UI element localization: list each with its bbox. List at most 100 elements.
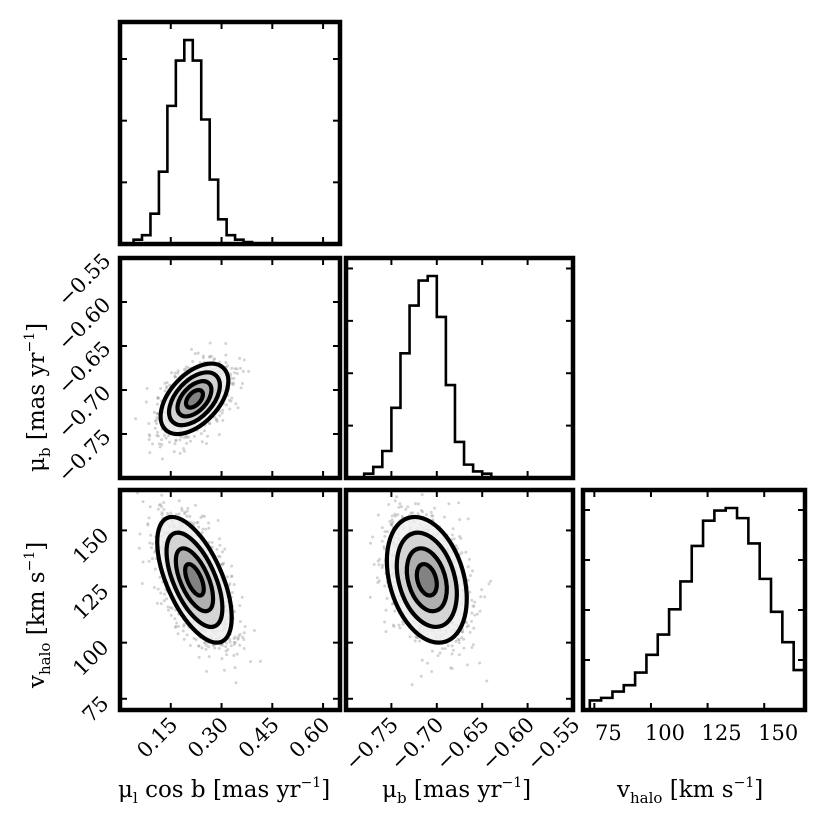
ytick-label-vhalo: 100 xyxy=(68,635,113,680)
x-axis-label-vhalo: vhalo [km s−1] xyxy=(616,775,763,807)
scatter-mu-l-mu-b-point xyxy=(178,451,182,455)
scatter-mu-l-mu-b-point xyxy=(247,369,251,373)
scatter-mu-b-vhalo-point xyxy=(456,638,460,642)
scatter-mu-l-vhalo-point xyxy=(210,545,214,549)
scatter-mu-b-vhalo-point xyxy=(419,674,423,678)
scatter-mu-l-mu-b xyxy=(117,255,343,481)
panel-0-frame xyxy=(117,19,343,247)
scatter-mu-l-vhalo-point xyxy=(185,514,189,518)
scatter-mu-l-vhalo-point xyxy=(141,500,145,504)
scatter-mu-l-vhalo-point xyxy=(146,522,150,526)
scatter-mu-l-vhalo-point xyxy=(207,521,211,525)
scatter-mu-l-mu-b-point xyxy=(208,421,212,425)
scatter-mu-l-vhalo-contour xyxy=(164,530,225,630)
scatter-mu-b-vhalo-point xyxy=(410,683,414,687)
scatter-mu-l-vhalo-point xyxy=(160,511,164,515)
scatter-mu-b-vhalo-point xyxy=(473,613,477,617)
scatter-mu-l-mu-b-point xyxy=(156,396,160,400)
hist-mu-l xyxy=(117,19,343,247)
scatter-mu-l-vhalo-point xyxy=(204,527,208,531)
scatter-mu-b-vhalo-point xyxy=(380,566,384,570)
hist-mu-b xyxy=(343,255,576,481)
scatter-mu-l-mu-b-point xyxy=(156,412,160,416)
scatter-mu-b-vhalo-point xyxy=(371,535,375,539)
scatter-mu-l-mu-b-point xyxy=(213,357,217,361)
scatter-mu-l-vhalo-point xyxy=(215,547,219,551)
scatter-mu-l-vhalo-point xyxy=(196,520,200,524)
scatter-mu-l-vhalo-point xyxy=(162,501,166,505)
scatter-mu-l-vhalo-point xyxy=(224,641,228,645)
scatter-mu-l-mu-b-point xyxy=(200,440,204,444)
scatter-mu-b-vhalo-point xyxy=(471,569,475,573)
scatter-mu-l-mu-b-contour xyxy=(175,379,214,419)
scatter-mu-l-mu-b-point xyxy=(176,369,180,373)
scatter-mu-b-vhalo-point xyxy=(397,623,401,627)
scatter-mu-l-vhalo-point xyxy=(237,634,241,638)
scatter-mu-l-mu-b-point xyxy=(242,358,246,362)
scatter-mu-l-mu-b-point xyxy=(172,450,176,454)
scatter-mu-b-vhalo-area xyxy=(368,480,493,687)
scatter-mu-l-vhalo-point xyxy=(156,507,160,511)
scatter-mu-b-vhalo-point xyxy=(380,526,384,530)
scatter-mu-l-mu-b-point xyxy=(187,435,191,439)
ytick-label-vhalo: 125 xyxy=(68,579,113,624)
scatter-mu-l-vhalo-point xyxy=(182,624,186,628)
scatter-mu-b-vhalo-point xyxy=(377,579,381,583)
scatter-mu-b-vhalo-point xyxy=(391,623,395,627)
scatter-mu-b-vhalo-point xyxy=(471,643,475,647)
scatter-mu-b-vhalo-point xyxy=(398,626,402,630)
scatter-mu-l-mu-b-point xyxy=(206,434,210,438)
xtick-label-vhalo: 100 xyxy=(645,721,685,745)
scatter-mu-l-mu-b-point xyxy=(234,402,238,406)
scatter-mu-l-mu-b-point xyxy=(176,371,180,375)
scatter-mu-l-vhalo-point xyxy=(216,518,220,522)
scatter-mu-b-vhalo-point xyxy=(451,648,455,652)
hist-vhalo-bin xyxy=(635,673,646,710)
scatter-mu-b-vhalo-point xyxy=(368,541,372,545)
scatter-mu-b-vhalo-point xyxy=(429,510,433,514)
scatter-mu-b-vhalo-point xyxy=(404,507,408,511)
scatter-mu-b-vhalo-point xyxy=(420,508,424,512)
scatter-mu-l-mu-b-point xyxy=(221,418,225,422)
scatter-mu-l-mu-b-point xyxy=(165,385,169,389)
panel-1-frame xyxy=(117,255,343,481)
scatter-mu-b-vhalo-point xyxy=(457,641,461,645)
scatter-mu-b-vhalo-point xyxy=(478,661,482,665)
scatter-mu-b-vhalo-point xyxy=(383,584,387,588)
scatter-mu-l-mu-b-point xyxy=(225,364,229,368)
scatter-mu-l-mu-b-point xyxy=(155,433,159,437)
scatter-mu-l-vhalo-point xyxy=(236,637,240,641)
hist-mu-b-bin xyxy=(428,276,437,478)
scatter-mu-b-vhalo-point xyxy=(382,545,386,549)
scatter-mu-l-vhalo-point xyxy=(232,640,236,644)
scatter-mu-l-vhalo-point xyxy=(225,653,229,657)
hist-vhalo-bin xyxy=(726,508,737,710)
scatter-mu-l-mu-b-point xyxy=(163,381,167,385)
scatter-mu-l-vhalo-point xyxy=(217,646,221,650)
scatter-mu-l-vhalo-point xyxy=(148,541,152,545)
scatter-mu-l-vhalo xyxy=(117,487,343,713)
scatter-mu-b-vhalo-point xyxy=(462,646,466,650)
scatter-mu-b-vhalo-point xyxy=(466,565,470,569)
scatter-mu-l-mu-b-point xyxy=(218,414,222,418)
scatter-mu-b-vhalo-point xyxy=(375,576,379,580)
scatter-mu-l-mu-b-point xyxy=(173,371,177,375)
scatter-mu-b-vhalo-point xyxy=(470,646,474,650)
scatter-mu-l-mu-b-point xyxy=(152,410,156,414)
scatter-mu-b-vhalo-point xyxy=(400,515,404,519)
scatter-mu-l-mu-b-point xyxy=(182,367,186,371)
panel-3-frame xyxy=(117,487,343,713)
scatter-mu-l-vhalo-point xyxy=(193,503,197,507)
scatter-mu-b-vhalo-point xyxy=(390,514,394,518)
scatter-mu-b-vhalo-point xyxy=(430,669,434,673)
scatter-mu-l-vhalo-point xyxy=(182,637,186,641)
scatter-mu-l-mu-b-point xyxy=(224,403,228,407)
scatter-mu-b-vhalo-point xyxy=(450,652,454,656)
scatter-mu-b-vhalo-point xyxy=(483,595,487,599)
scatter-mu-l-vhalo-point xyxy=(141,560,145,564)
scatter-mu-l-vhalo-point xyxy=(175,621,179,625)
scatter-mu-b-vhalo-point xyxy=(388,480,391,483)
scatter-mu-l-vhalo-point xyxy=(158,575,162,579)
scatter-mu-b-vhalo-point xyxy=(471,604,475,608)
scatter-mu-l-vhalo-point xyxy=(157,503,161,507)
